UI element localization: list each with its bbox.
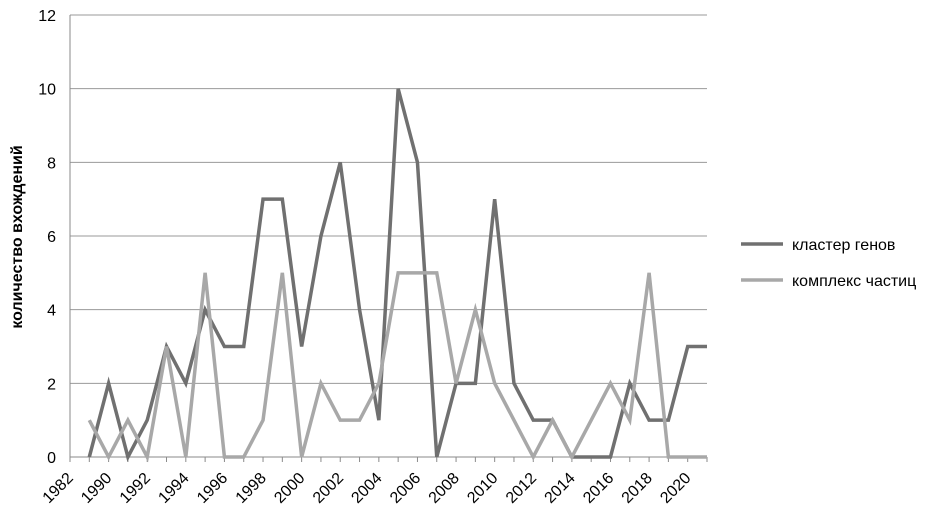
series-line-2	[87, 271, 707, 463]
x-tick-label: 1996	[194, 470, 231, 507]
x-tick-label: 2002	[310, 470, 347, 507]
x-tick-label: 2012	[503, 470, 540, 507]
x-tick-labels: 1982 1990 1992 1994 1996 1998 2000 2002 2004 2006…	[40, 470, 695, 507]
series-line-1	[87, 88, 707, 462]
legend: кластер генов комплекс частиц	[741, 237, 916, 290]
x-tick-label: 2014	[542, 470, 579, 507]
x-tick-label: 1998	[233, 470, 270, 507]
x-tick-label: 2010	[464, 470, 501, 507]
y-tick-label: 8	[47, 155, 56, 172]
x-tick-label: 2006	[387, 470, 424, 507]
series-lines	[87, 88, 707, 463]
y-axis-label: количество вхождений	[9, 145, 26, 328]
x-tick-label: 1990	[78, 470, 115, 507]
x-tick-label: 2008	[426, 470, 463, 507]
y-tick-label: 12	[38, 8, 56, 25]
y-tick-label: 6	[47, 229, 56, 246]
legend-label: кластер генов	[792, 237, 895, 254]
y-tick-labels: 0 2 4 6 8 10 12	[38, 8, 56, 467]
x-tick-label: 2000	[271, 470, 308, 507]
x-tick-label: 2016	[580, 470, 617, 507]
x-tick-label: 1994	[155, 470, 192, 507]
x-tick-label: 1982	[40, 470, 77, 507]
x-tick-label: 2020	[657, 470, 694, 507]
x-tick-label: 2018	[619, 470, 656, 507]
legend-label: комплекс частиц	[792, 273, 916, 290]
y-tick-label: 10	[38, 82, 56, 99]
y-tick-label: 4	[47, 303, 56, 320]
x-tick-label: 1992	[117, 470, 154, 507]
y-tick-label: 2	[47, 376, 56, 393]
x-tick-label: 2004	[348, 470, 385, 507]
y-tick-label: 0	[47, 450, 56, 467]
